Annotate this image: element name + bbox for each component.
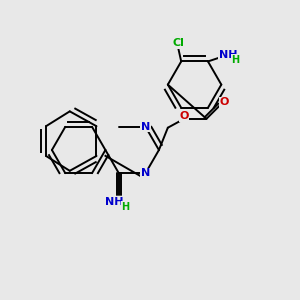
Text: Cl: Cl [172,38,184,48]
Text: H: H [231,55,239,65]
Text: NH: NH [219,50,237,60]
Text: O: O [220,98,229,107]
Text: N: N [141,122,150,132]
Text: H: H [121,202,129,212]
Text: NH: NH [105,197,124,207]
Text: N: N [141,168,150,178]
Text: O: O [179,111,189,122]
